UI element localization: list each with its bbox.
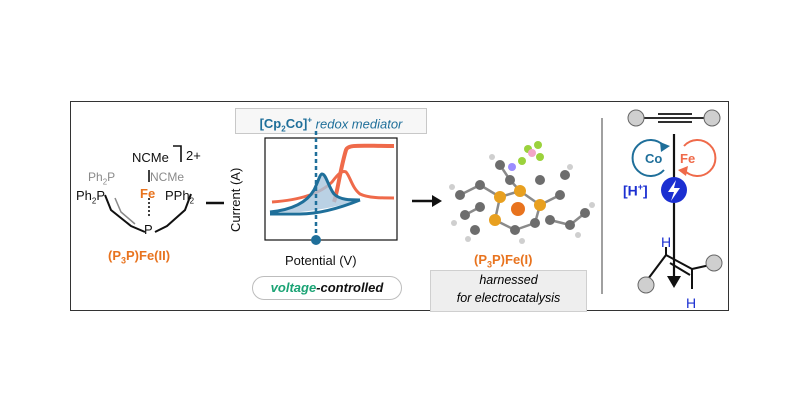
voltage-word: voltage (270, 280, 317, 295)
ph2p-left-label: Ph2P (76, 188, 106, 206)
h-top-label: H (661, 234, 672, 250)
harnessed-line1: harnessed (479, 273, 538, 287)
ncme-top-label: NCMe (132, 150, 169, 165)
controlled-word: -controlled (316, 280, 384, 295)
cv-shaded-area (270, 174, 360, 212)
redox-mediator-text: redox mediator (312, 116, 403, 132)
co-label: Co (645, 151, 663, 166)
mediator-box: [Cp2Co]+ redox mediator (235, 108, 427, 134)
charge-bracket (173, 145, 182, 162)
fe2-name-label: (P3P)Fe(II) (108, 248, 171, 266)
cv-ylabel: Current (A) (228, 167, 243, 232)
harnessed-line2: for electrocatalysis (456, 291, 561, 305)
h-bottom-label: H (686, 295, 697, 311)
cv-xlabel: Potential (V) (285, 253, 357, 268)
potential-dot (311, 235, 321, 245)
cv-plot (264, 130, 398, 245)
ncme-gray-label: NCMe (150, 170, 185, 184)
pph2-right-label: PPh2 (165, 188, 195, 206)
fe-center-label: Fe (140, 186, 156, 201)
fe1-name-label: (P3P)Fe(I) (474, 252, 533, 270)
fe2-complex-structure (104, 145, 192, 233)
alkyne-substituent-left (627, 109, 645, 127)
fe-label: Fe (680, 151, 696, 166)
ph2p-gray-label: Ph2P (88, 170, 116, 187)
reaction-arrow (412, 195, 442, 207)
harnessed-box: harnessed for electrocatalysis (430, 270, 587, 312)
backbone-right (154, 193, 192, 233)
alkene-substituent-right (705, 254, 723, 272)
fe-atom (511, 202, 525, 216)
voltage-controlled-pill: voltage-controlled (252, 276, 402, 300)
co-cycle-arc (631, 139, 665, 177)
alkene-substituent-left (637, 276, 655, 294)
charge-2plus: 2+ (186, 148, 201, 163)
backbone-left (104, 194, 146, 233)
p-axial-label: P (144, 222, 153, 237)
proton-label: [H+] (623, 182, 648, 199)
figure-frame (70, 101, 729, 311)
alkyne-substituent-right (703, 109, 721, 127)
alkene-product (637, 247, 723, 294)
vertical-divider (601, 118, 603, 294)
cv-trace-blue-forward (269, 172, 361, 214)
fe1-crystal-structure (449, 141, 595, 244)
backbone-back (114, 197, 136, 225)
dash-connector (206, 201, 224, 205)
cp2co-label: [Cp2Co]+ (259, 116, 313, 134)
cv-trace-orange (332, 143, 395, 203)
catalysis-scheme (627, 109, 721, 288)
fe-cycle-arc (683, 139, 717, 177)
cv-trace-blue-reverse (270, 198, 361, 216)
